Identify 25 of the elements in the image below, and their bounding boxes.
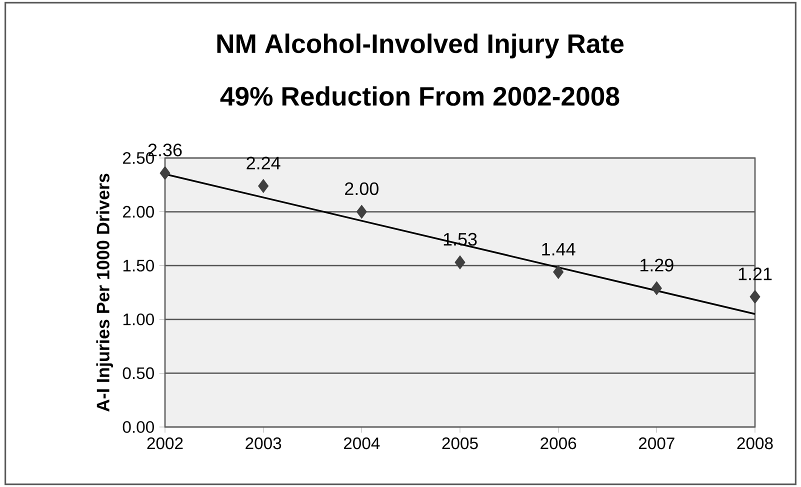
y-tick-label: 0.50 [122, 367, 154, 380]
y-axis-title: A-I Injuries Per 1000 Drivers [96, 174, 114, 412]
x-tick-label: 2008 [737, 437, 773, 450]
y-tick-label: 1.50 [123, 260, 154, 272]
chart-title: NM Alcohol-Involved Injury Rate [217, 34, 624, 58]
x-tick-label: 2005 [442, 437, 478, 450]
x-tick-label: 2002 [147, 437, 183, 450]
x-tick-label: 2006 [540, 437, 576, 450]
data-label: 1.44 [542, 242, 576, 256]
point [258, 179, 269, 193]
point [651, 281, 662, 296]
data-label: 2.24 [246, 156, 280, 170]
point [750, 290, 760, 304]
x-tick-label: 2003 [246, 437, 282, 450]
point [356, 204, 367, 219]
point [553, 265, 564, 279]
chart-subtitle: 49% Reduction From 2002-2008 [220, 86, 620, 106]
y-tick-label: 2.00 [123, 206, 154, 218]
point [454, 255, 466, 270]
y-tick-label: 0.00 [122, 421, 154, 433]
x-tick-label: 2004 [344, 437, 380, 450]
x-tick-label: 2007 [638, 437, 674, 450]
data-label: 2.00 [345, 182, 378, 196]
point [160, 166, 170, 180]
y-tick-label: 1.00 [123, 314, 154, 326]
